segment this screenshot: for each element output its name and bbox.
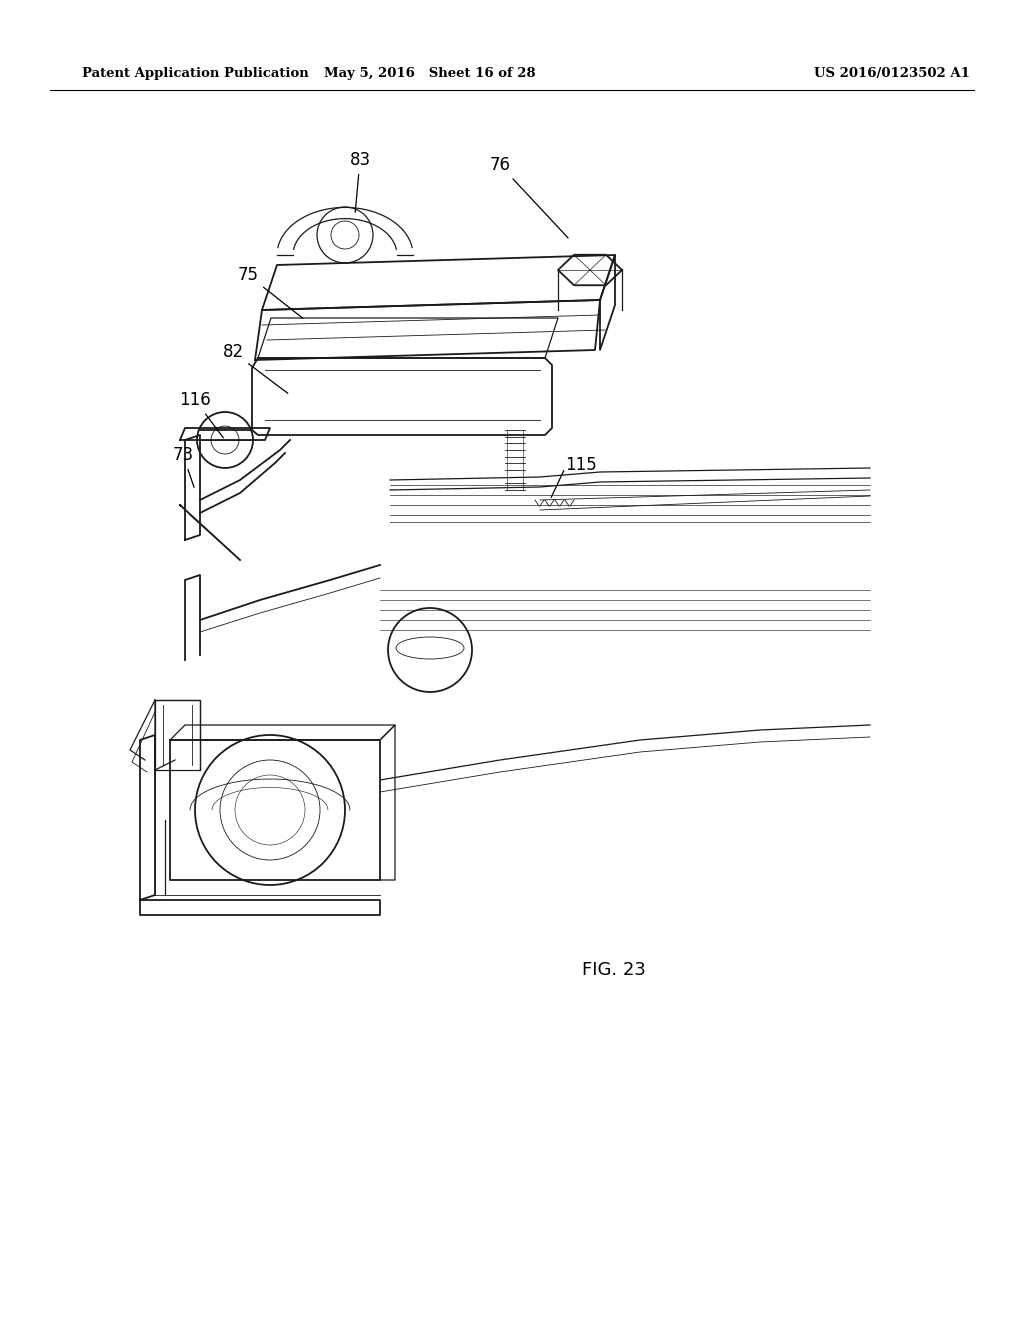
Text: 116: 116: [179, 391, 223, 438]
Text: US 2016/0123502 A1: US 2016/0123502 A1: [814, 66, 970, 79]
Text: 115: 115: [565, 455, 597, 474]
Text: May 5, 2016   Sheet 16 of 28: May 5, 2016 Sheet 16 of 28: [325, 66, 536, 79]
Polygon shape: [155, 700, 200, 770]
Text: 75: 75: [238, 267, 303, 318]
Text: FIG. 23: FIG. 23: [583, 961, 646, 979]
Text: 73: 73: [172, 446, 195, 487]
Text: 82: 82: [222, 343, 288, 393]
Text: Patent Application Publication: Patent Application Publication: [82, 66, 309, 79]
Text: 83: 83: [349, 150, 371, 213]
Text: 76: 76: [489, 156, 568, 238]
